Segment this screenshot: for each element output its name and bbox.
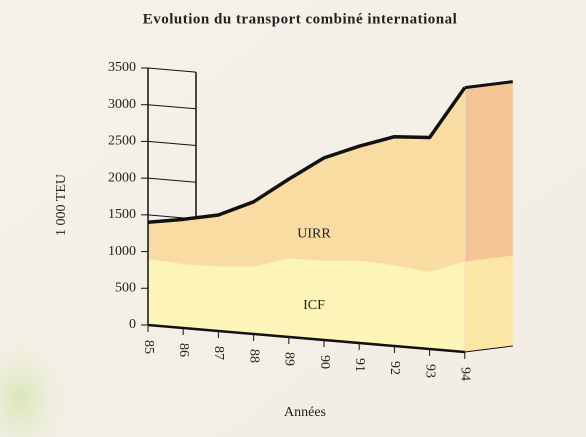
x-axis-label: Années bbox=[284, 405, 326, 420]
x-tick-label: 92 bbox=[387, 361, 402, 375]
area-depth bbox=[465, 82, 513, 262]
y-tick-label: 1000 bbox=[108, 244, 136, 259]
series-label: ICF bbox=[303, 298, 325, 313]
x-tick-label: 87 bbox=[211, 346, 226, 360]
y-tick-label: 1500 bbox=[108, 207, 136, 222]
x-tick-label: 88 bbox=[246, 349, 261, 363]
chart-title: Evolution du transport combiné internati… bbox=[143, 11, 458, 27]
x-tick-label: 85 bbox=[141, 340, 156, 354]
x-tick-label: 89 bbox=[282, 352, 297, 366]
x-tick-label: 91 bbox=[352, 358, 367, 372]
area-depth bbox=[465, 256, 513, 352]
y-tick-label: 3000 bbox=[108, 97, 136, 112]
x-tick-label: 93 bbox=[422, 364, 437, 378]
page: {"chart_data": {"type": "stacked-area", … bbox=[0, 0, 586, 437]
y-tick-label: 3500 bbox=[108, 60, 136, 75]
y-tick-label: 2500 bbox=[108, 134, 136, 149]
y-tick-label: 0 bbox=[129, 317, 136, 332]
chart: Evolution du transport combiné internati… bbox=[0, 0, 586, 437]
y-axis-label: 1 000 TEU bbox=[54, 174, 69, 236]
x-tick-label: 94 bbox=[458, 367, 473, 381]
x-tick-label: 90 bbox=[317, 355, 332, 369]
y-tick-label: 500 bbox=[115, 281, 136, 296]
y-tick-label: 2000 bbox=[108, 170, 136, 185]
series-label: UIRR bbox=[297, 226, 331, 241]
x-tick-label: 86 bbox=[176, 343, 191, 357]
